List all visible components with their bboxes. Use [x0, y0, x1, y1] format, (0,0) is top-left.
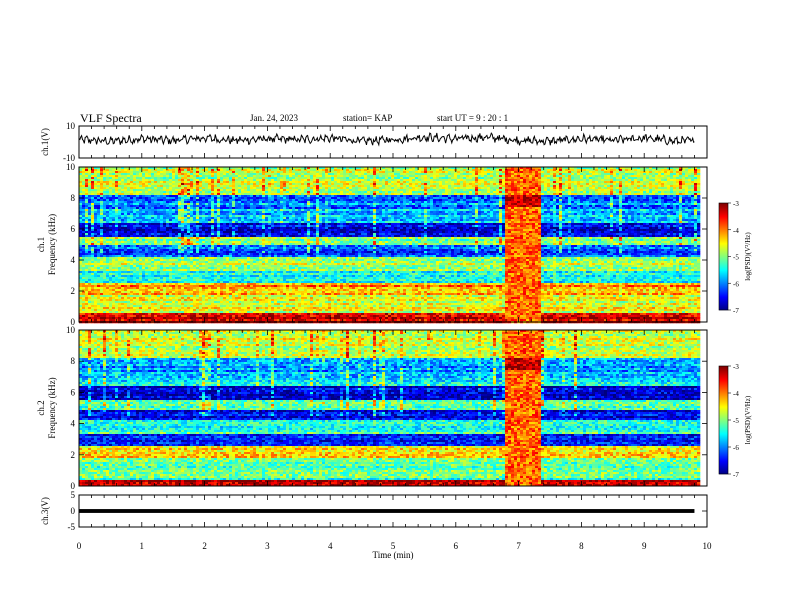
ch2-spectrogram-colorbar [719, 366, 728, 474]
ch1-spectrogram-heatmap [79, 167, 700, 323]
x-tick-label: 4 [328, 541, 333, 551]
ch2-spectrogram-colorbar-tick: -6 [733, 444, 739, 452]
ch1-spectrogram-colorbar-label: log(PSD)(V²/Hz) [744, 232, 752, 281]
ch2-spectrogram-colorbar-tick: -4 [733, 390, 739, 398]
plot-area: 10-10ch.1(V)0246810ch.1 Frequency (kHz)-3… [0, 0, 792, 612]
ch2-spectrogram-colorbar-label: log(PSD)(V²/Hz) [744, 395, 752, 444]
ch1-spectrogram-tick-label: 6 [71, 224, 76, 234]
x-tick-label: 0 [77, 541, 82, 551]
ch1-spectrogram-colorbar-tick: -7 [733, 307, 739, 315]
ch1-spectrogram-tick-label: 4 [71, 255, 76, 265]
ch1-spectrogram-channel-label: ch.1 [36, 237, 46, 252]
ch1-spectrogram-colorbar-tick: -4 [733, 227, 739, 235]
x-tick-label: 6 [454, 541, 459, 551]
ch1-spectrogram-ylabel: Frequency (kHz) [47, 214, 57, 275]
ch2-spectrogram-tick-label: 8 [71, 356, 76, 366]
ch3-waveform-tick-label: -5 [68, 522, 76, 532]
x-tick-label: 9 [642, 541, 647, 551]
ch1-spectrogram-colorbar-tick: -6 [733, 280, 739, 288]
x-axis-label: Time (min) [373, 550, 414, 560]
ch1-waveform-tick-label: 10 [66, 121, 76, 131]
ch1-spectrogram-tick-label: 8 [71, 193, 76, 203]
ch2-spectrogram-ylabel: Frequency (kHz) [47, 377, 57, 438]
x-tick-label: 1 [140, 541, 145, 551]
ch1-spectrogram-colorbar-tick: -5 [733, 254, 739, 262]
ch1-spectrogram-colorbar-tick: -3 [733, 200, 739, 208]
ch2-spectrogram-colorbar-tick: -5 [733, 417, 739, 425]
ch2-spectrogram-channel-label: ch.2 [36, 400, 46, 415]
ch3-waveform-ylabel: ch.3(V) [40, 497, 50, 525]
ch1-spectrogram-colorbar [719, 203, 728, 310]
ch2-spectrogram-colorbar-tick: -7 [733, 471, 739, 479]
ch2-spectrogram-tick-label: 4 [71, 419, 76, 429]
x-tick-label: 3 [265, 541, 270, 551]
x-tick-label: 7 [516, 541, 521, 551]
ch2-spectrogram-colorbar-tick: -3 [733, 363, 739, 371]
ch1-spectrogram-tick-label: 2 [71, 286, 76, 296]
ch2-spectrogram-tick-label: 2 [71, 450, 76, 460]
ch2-spectrogram-heatmap [79, 330, 700, 486]
ch2-spectrogram-tick-label: 10 [66, 325, 76, 335]
ch3-waveform-trace [79, 509, 694, 513]
ch3-waveform-tick-label: 5 [71, 490, 76, 500]
ch2-spectrogram-tick-label: 6 [71, 387, 76, 397]
x-tick-label: 10 [703, 541, 713, 551]
ch1-spectrogram-tick-label: 10 [66, 162, 76, 172]
ch3-waveform-tick-label: 0 [71, 506, 76, 516]
ch1-waveform-ylabel: ch.1(V) [40, 128, 50, 156]
x-tick-label: 2 [202, 541, 207, 551]
x-tick-label: 8 [579, 541, 584, 551]
vlf-spectra-figure: VLF Spectra Jan. 24, 2023 station= KAP s… [0, 0, 792, 612]
ch1-waveform-line [79, 133, 694, 145]
